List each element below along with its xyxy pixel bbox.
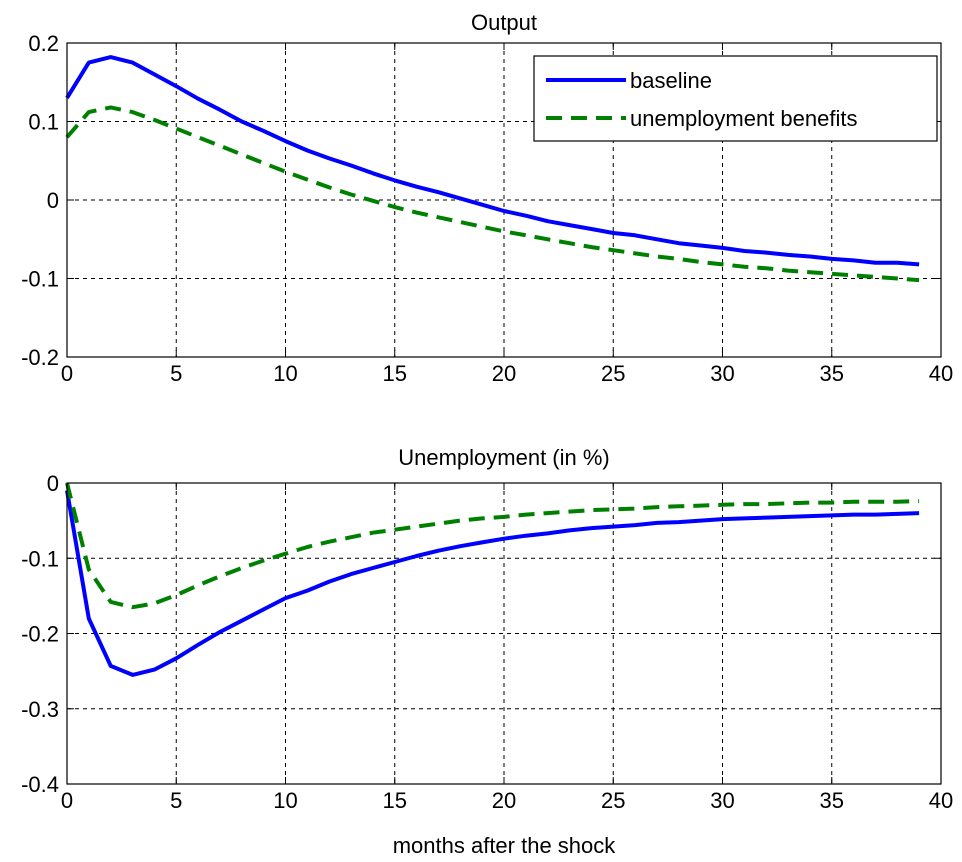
- unemployment-chart: Unemployment (in %) 0 5 10 15 20 25 30 35 40 -0.…: [21, 445, 953, 858]
- y-tick-label: 0: [47, 188, 59, 213]
- y-tick-label: -0.2: [21, 345, 59, 370]
- y-axis-ticks: -0.4 -0.3 -0.2 -0.1 0: [21, 471, 941, 797]
- x-tick-label: 25: [601, 361, 625, 386]
- y-tick-label: -0.1: [21, 267, 59, 292]
- x-tick-label: 15: [383, 788, 407, 813]
- y-tick-label: -0.1: [21, 546, 59, 571]
- x-tick-label: 10: [273, 788, 297, 813]
- x-tick-label: 0: [61, 361, 73, 386]
- x-tick-label: 30: [710, 788, 734, 813]
- series-line-unemployment-benefits: [65, 482, 920, 610]
- series-lines: [65, 55, 920, 283]
- grid-lines: [67, 483, 941, 784]
- x-tick-label: 40: [929, 361, 953, 386]
- chart-title: Unemployment (in %): [398, 445, 610, 470]
- x-tick-label: 5: [170, 788, 182, 813]
- y-tick-label: 0.1: [28, 110, 59, 135]
- legend-box: [533, 55, 938, 142]
- series-line-baseline: [65, 490, 920, 677]
- y-tick-label: 0: [47, 471, 59, 496]
- x-tick-label: 40: [929, 788, 953, 813]
- legend-label-unemployment-benefits: unemployment benefits: [630, 106, 857, 131]
- plot-frame: [66, 42, 942, 358]
- legend: baseline unemployment benefits: [533, 55, 938, 142]
- y-tick-label: 0.2: [28, 31, 59, 56]
- chart-title: Output: [471, 10, 537, 35]
- x-tick-label: 10: [273, 361, 297, 386]
- y-tick-label: -0.3: [21, 697, 59, 722]
- plot-frame: [66, 482, 942, 785]
- x-tick-label: 35: [820, 788, 844, 813]
- x-tick-label: 20: [492, 361, 516, 386]
- legend-label-baseline: baseline: [630, 68, 712, 93]
- y-axis-ticks: -0.2 -0.1 0 0.1 0.2: [21, 31, 941, 370]
- x-tick-label: 0: [61, 788, 73, 813]
- x-tick-label: 30: [710, 361, 734, 386]
- x-tick-label: 25: [601, 788, 625, 813]
- x-tick-label: 20: [492, 788, 516, 813]
- series-line-baseline: [65, 55, 920, 267]
- series-line-unemployment-benefits: [65, 105, 920, 283]
- series-lines: [65, 482, 920, 677]
- x-tick-label: 35: [820, 361, 844, 386]
- x-tick-label: 5: [170, 361, 182, 386]
- x-axis-ticks: 0 5 10 15 20 25 30 35 40: [61, 43, 953, 386]
- y-tick-label: -0.4: [21, 772, 59, 797]
- y-tick-label: -0.2: [21, 622, 59, 647]
- x-tick-label: 15: [383, 361, 407, 386]
- x-axis-label: months after the shock: [393, 833, 617, 858]
- output-chart: Output 0 5 10 15 20 25 30 35 40 -0.2-0.100.10.2 …: [21, 10, 953, 386]
